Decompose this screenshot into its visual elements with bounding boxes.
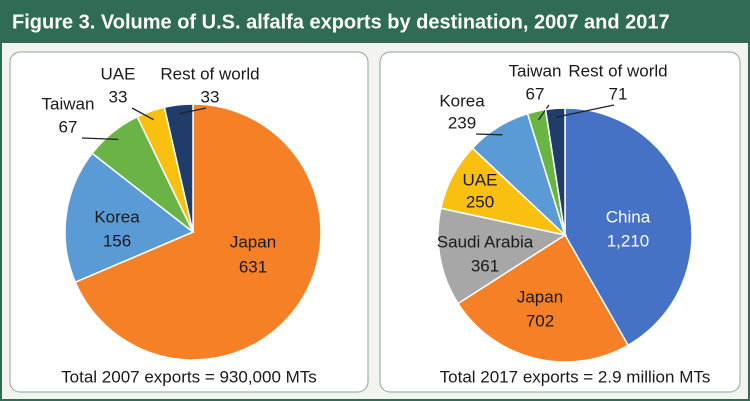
- slice: [163, 103, 194, 233]
- slice: [74, 103, 322, 361]
- slice-name: Korea: [94, 207, 140, 226]
- slice-name: UAE: [463, 170, 498, 189]
- slice-name: Saudi Arabia: [437, 232, 534, 251]
- slice-name: Taiwan: [42, 94, 95, 113]
- slice: [64, 152, 195, 284]
- slice-name: Japan: [517, 287, 563, 306]
- slice-value: 239: [448, 113, 476, 132]
- slice-value: 67: [59, 117, 78, 136]
- leader-line: [555, 104, 615, 118]
- slice-name: Taiwan: [509, 61, 562, 80]
- slice-name: Rest of world: [160, 64, 259, 83]
- leader-line: [179, 107, 207, 115]
- slice-value: 33: [201, 87, 220, 106]
- leader-line: [131, 107, 154, 121]
- slice-value: 67: [526, 84, 545, 103]
- slice: [564, 107, 693, 347]
- slice-value: 702: [526, 311, 554, 330]
- slice: [544, 107, 566, 236]
- slice-value: 361: [471, 256, 499, 275]
- slice-name: UAE: [101, 64, 136, 83]
- leader-line: [81, 137, 119, 141]
- slice-value: 71: [609, 84, 628, 103]
- leader-line: [475, 133, 503, 136]
- slice-value: 1,210: [607, 231, 650, 250]
- leader-line: [537, 104, 550, 121]
- slice-value: 250: [466, 192, 494, 211]
- slice-name: Rest of world: [568, 61, 667, 80]
- slice-name: Japan: [230, 232, 276, 251]
- slice: [457, 233, 630, 363]
- slice-value: 156: [103, 231, 131, 250]
- slice-value: 33: [109, 87, 128, 106]
- total-note: Total 2017 exports = 2.9 million MTs: [440, 367, 711, 386]
- slice-name: Korea: [439, 91, 485, 110]
- slice-name: China: [606, 207, 651, 226]
- title-bar: [1, 1, 749, 43]
- total-note: Total 2007 exports = 930,000 MTs: [61, 367, 317, 386]
- slice-value: 631: [239, 257, 267, 276]
- title: Figure 3. Volume of U.S. alfalfa exports…: [12, 11, 670, 33]
- slice: [437, 207, 567, 305]
